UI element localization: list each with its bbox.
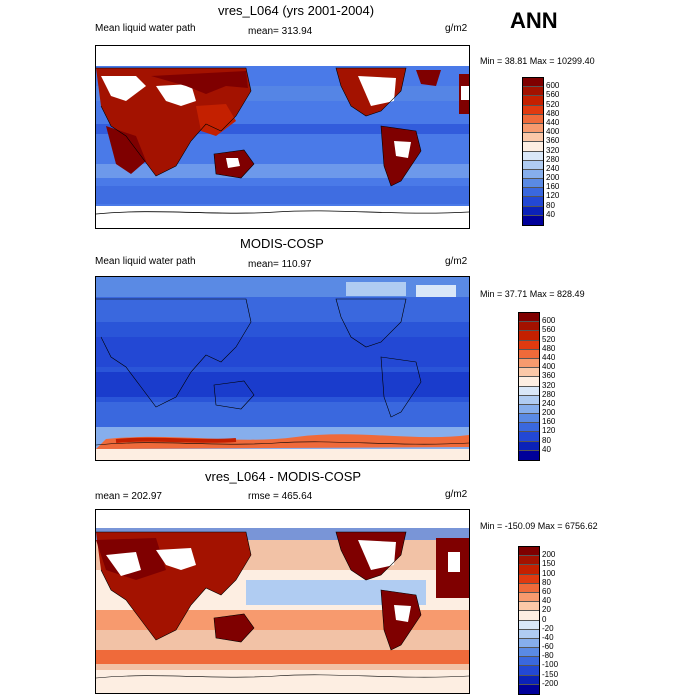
panel2-map-svg <box>96 277 469 460</box>
panel1-title: vres_L064 (yrs 2001-2004) <box>218 3 375 18</box>
panel3-mean-label: mean = 202.97 <box>95 491 162 502</box>
season-label: ANN <box>510 8 558 33</box>
colorbar-tick-label: 480 <box>542 343 556 353</box>
colorbar-tick-label: 280 <box>542 389 556 399</box>
colorbar-tick-label: 40 <box>542 444 551 454</box>
colorbar-tick-label: -20 <box>542 623 554 633</box>
panel3-title: vres_L064 - MODIS-COSP <box>205 469 362 484</box>
panel1-mean-label: mean= 313.94 <box>248 26 313 37</box>
colorbar-tick-label: 360 <box>542 371 556 381</box>
colorbar-tick-label: 160 <box>546 182 560 192</box>
panel1-left-label: Mean liquid water path <box>95 23 196 34</box>
colorbar-tick-label: 200 <box>542 408 556 418</box>
colorbar-tick-label: 400 <box>546 127 560 137</box>
panel2-map <box>95 276 470 461</box>
colorbar-tick-label: -150 <box>542 669 559 679</box>
colorbar-tick-label: -100 <box>542 660 559 670</box>
colorbar-tick-label: 60 <box>542 586 551 596</box>
panel1-units: g/m2 <box>445 23 468 34</box>
colorbar-tick-label: 480 <box>546 108 560 118</box>
panel1-minmax: Min = 38.81 Max = 10299.40 <box>480 56 595 66</box>
panel3-map-svg <box>96 510 469 693</box>
colorbar-tick-label: 200 <box>542 550 556 560</box>
colorbar-tick-label: 280 <box>546 154 560 164</box>
panel2-left-label: Mean liquid water path <box>95 256 196 267</box>
colorbar-tick-label: 320 <box>546 145 560 155</box>
colorbar-tick-label: 150 <box>542 559 556 569</box>
colorbar-tick-label: 40 <box>546 209 555 219</box>
panel2-title: MODIS-COSP <box>240 236 324 251</box>
colorbar-tick-label: 20 <box>542 605 551 615</box>
colorbar-tick-label: 320 <box>542 380 556 390</box>
colorbar-tick-label: -60 <box>542 642 554 652</box>
panel1-map-svg <box>96 46 469 228</box>
colorbar-tick-label: 40 <box>542 596 551 606</box>
colorbar-tick-label: 440 <box>542 352 556 362</box>
colorbar-tick-label: -200 <box>542 678 559 688</box>
panel3-rmse-label: rmse = 465.64 <box>248 491 313 502</box>
colorbar-tick-label: -40 <box>542 632 554 642</box>
colorbar-tick-label: 360 <box>546 136 560 146</box>
colorbar-tick-label: 520 <box>542 334 556 344</box>
colorbar-tick-label: 440 <box>546 117 560 127</box>
panel2-colorbar <box>518 312 540 461</box>
panel3-colorbar <box>518 546 540 695</box>
panel2-units: g/m2 <box>445 256 468 267</box>
colorbar-tick-label: 560 <box>546 90 560 100</box>
panel2-minmax: Min = 37.71 Max = 828.49 <box>480 289 585 299</box>
panel3-minmax: Min = -150.09 Max = 6756.62 <box>480 521 598 531</box>
colorbar-tick-label: 80 <box>546 200 555 210</box>
colorbar-tick-label: 200 <box>546 173 560 183</box>
colorbar-tick-label: 600 <box>546 81 560 91</box>
colorbar-tick-label: 80 <box>542 577 551 587</box>
colorbar-tick-label: 240 <box>546 163 560 173</box>
colorbar-tick-label: 120 <box>546 191 560 201</box>
colorbar-tick-label: 100 <box>542 568 556 578</box>
colorbar-tick-label: 400 <box>542 362 556 372</box>
colorbar-tick-label: 80 <box>542 435 551 445</box>
panel3-map <box>95 509 470 694</box>
panel1-map <box>95 45 470 229</box>
colorbar-tick-label: 600 <box>542 316 556 326</box>
colorbar-tick-label: 560 <box>542 325 556 335</box>
colorbar-tick-label: 520 <box>546 99 560 109</box>
colorbar-tick-label: 240 <box>542 398 556 408</box>
colorbar-tick-label: 120 <box>542 426 556 436</box>
colorbar-tick-label: 0 <box>542 614 547 624</box>
colorbar-tick-label: 160 <box>542 417 556 427</box>
panel2-mean-label: mean= 110.97 <box>248 259 312 270</box>
panel1-colorbar <box>522 77 544 226</box>
colorbar-tick-label: -80 <box>542 651 554 661</box>
panel3-units: g/m2 <box>445 489 468 500</box>
